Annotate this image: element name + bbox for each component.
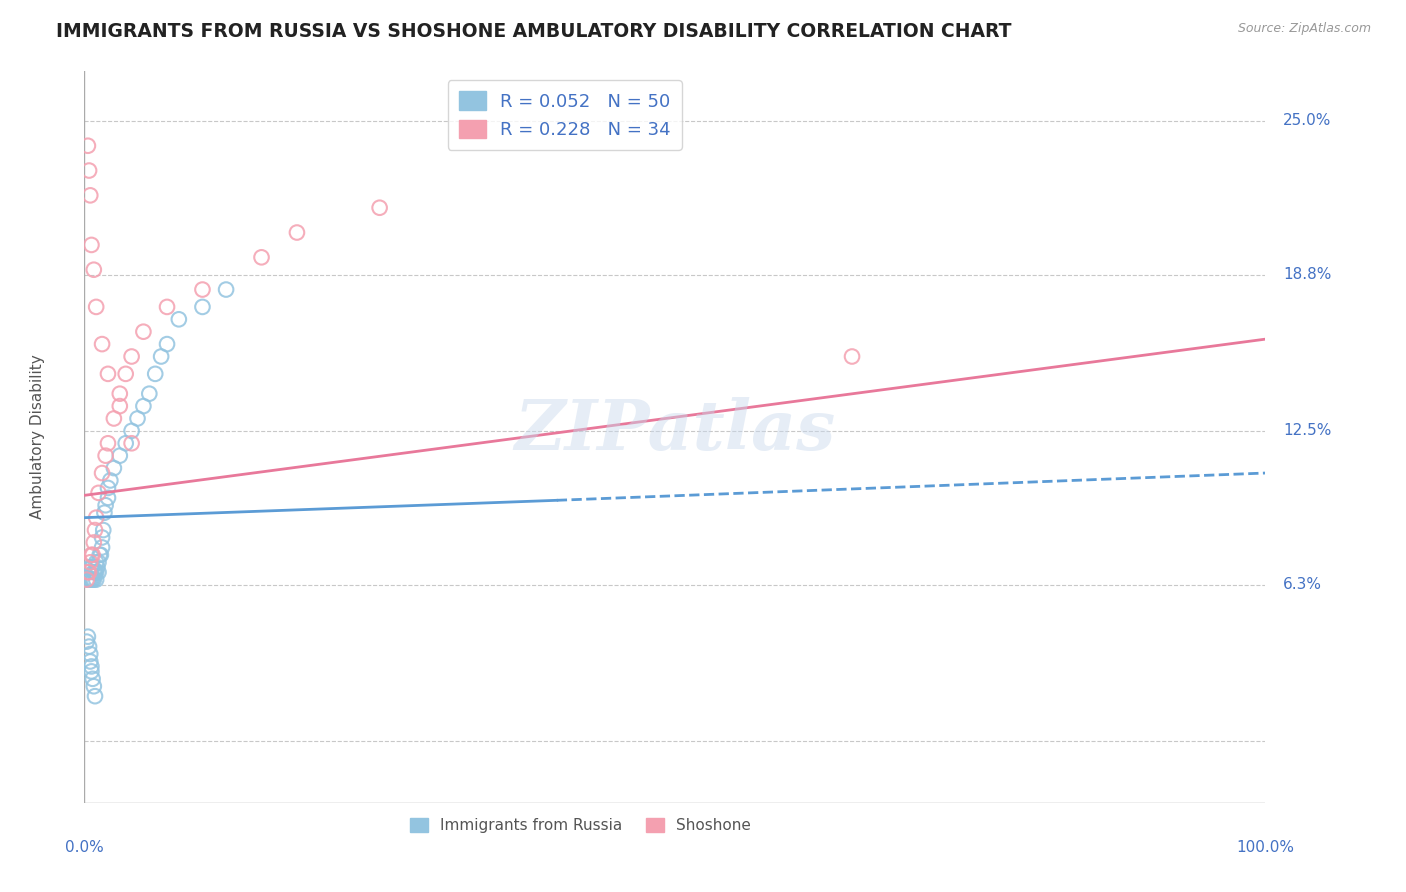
Point <box>97 481 120 495</box>
Point <box>89 548 111 562</box>
Point <box>77 565 100 579</box>
Point <box>98 474 121 488</box>
Point <box>84 510 107 524</box>
Point <box>87 555 110 569</box>
Point <box>97 436 120 450</box>
Point <box>77 573 100 587</box>
Point <box>82 573 104 587</box>
Point <box>108 399 131 413</box>
Point <box>114 436 136 450</box>
Text: 0.0%: 0.0% <box>65 840 104 855</box>
Point <box>77 565 100 579</box>
Point <box>97 491 120 505</box>
Point <box>108 386 131 401</box>
Point <box>167 312 190 326</box>
Point <box>84 689 107 703</box>
Point <box>156 300 179 314</box>
Point <box>80 238 103 252</box>
Point <box>841 350 863 364</box>
Point <box>103 461 125 475</box>
Point <box>84 555 107 569</box>
Point <box>77 630 100 644</box>
Point <box>80 659 103 673</box>
Point <box>79 555 101 569</box>
Point <box>90 548 112 562</box>
Point <box>77 163 100 178</box>
Point <box>250 250 273 264</box>
Point <box>77 573 100 587</box>
Point <box>84 523 107 537</box>
Point <box>191 300 214 314</box>
Point <box>93 506 115 520</box>
Point <box>84 565 107 579</box>
Text: IMMIGRANTS FROM RUSSIA VS SHOSHONE AMBULATORY DISABILITY CORRELATION CHART: IMMIGRANTS FROM RUSSIA VS SHOSHONE AMBUL… <box>56 22 1012 41</box>
Point <box>79 655 101 669</box>
Legend: Immigrants from Russia, Shoshone: Immigrants from Russia, Shoshone <box>404 812 756 839</box>
Point <box>83 573 105 587</box>
Point <box>82 672 104 686</box>
Point <box>77 640 100 654</box>
Point <box>79 573 101 587</box>
Point <box>121 350 143 364</box>
Point <box>91 541 114 555</box>
Point <box>143 367 166 381</box>
Text: 18.8%: 18.8% <box>1284 268 1331 282</box>
Point <box>77 138 100 153</box>
Point <box>82 560 104 574</box>
Text: Source: ZipAtlas.com: Source: ZipAtlas.com <box>1237 22 1371 36</box>
Point <box>121 424 143 438</box>
Text: 12.5%: 12.5% <box>1284 424 1331 438</box>
Point <box>138 386 160 401</box>
Point <box>97 367 120 381</box>
Point <box>76 573 98 587</box>
Point <box>76 634 98 648</box>
Text: 25.0%: 25.0% <box>1284 113 1331 128</box>
Point <box>132 399 155 413</box>
Point <box>84 300 107 314</box>
Text: 6.3%: 6.3% <box>1284 577 1322 592</box>
Point <box>84 573 107 587</box>
Point <box>285 226 308 240</box>
Point <box>87 565 110 579</box>
Point <box>86 560 108 574</box>
Text: ZIPatlas: ZIPatlas <box>515 397 835 465</box>
Point <box>79 560 101 574</box>
Point <box>91 523 114 537</box>
Point <box>114 367 136 381</box>
Point <box>156 337 179 351</box>
Point <box>79 647 101 661</box>
Point <box>83 535 105 549</box>
Text: Ambulatory Disability: Ambulatory Disability <box>30 355 45 519</box>
Point <box>83 565 105 579</box>
Point <box>103 411 125 425</box>
Point <box>121 436 143 450</box>
Point <box>150 350 173 364</box>
Point <box>108 449 131 463</box>
Point <box>82 548 104 562</box>
Point <box>91 337 114 351</box>
Point <box>80 548 103 562</box>
Point <box>94 449 117 463</box>
Point <box>94 498 117 512</box>
Point <box>79 188 101 202</box>
Point <box>91 531 114 545</box>
Text: 100.0%: 100.0% <box>1236 840 1295 855</box>
Point <box>84 565 107 579</box>
Point <box>368 201 391 215</box>
Point <box>87 486 110 500</box>
Point <box>80 573 103 587</box>
Point <box>91 466 114 480</box>
Point <box>215 283 238 297</box>
Point <box>80 560 103 574</box>
Point <box>80 665 103 679</box>
Point <box>132 325 155 339</box>
Point <box>83 679 105 693</box>
Point <box>127 411 149 425</box>
Point <box>83 262 105 277</box>
Point <box>191 283 214 297</box>
